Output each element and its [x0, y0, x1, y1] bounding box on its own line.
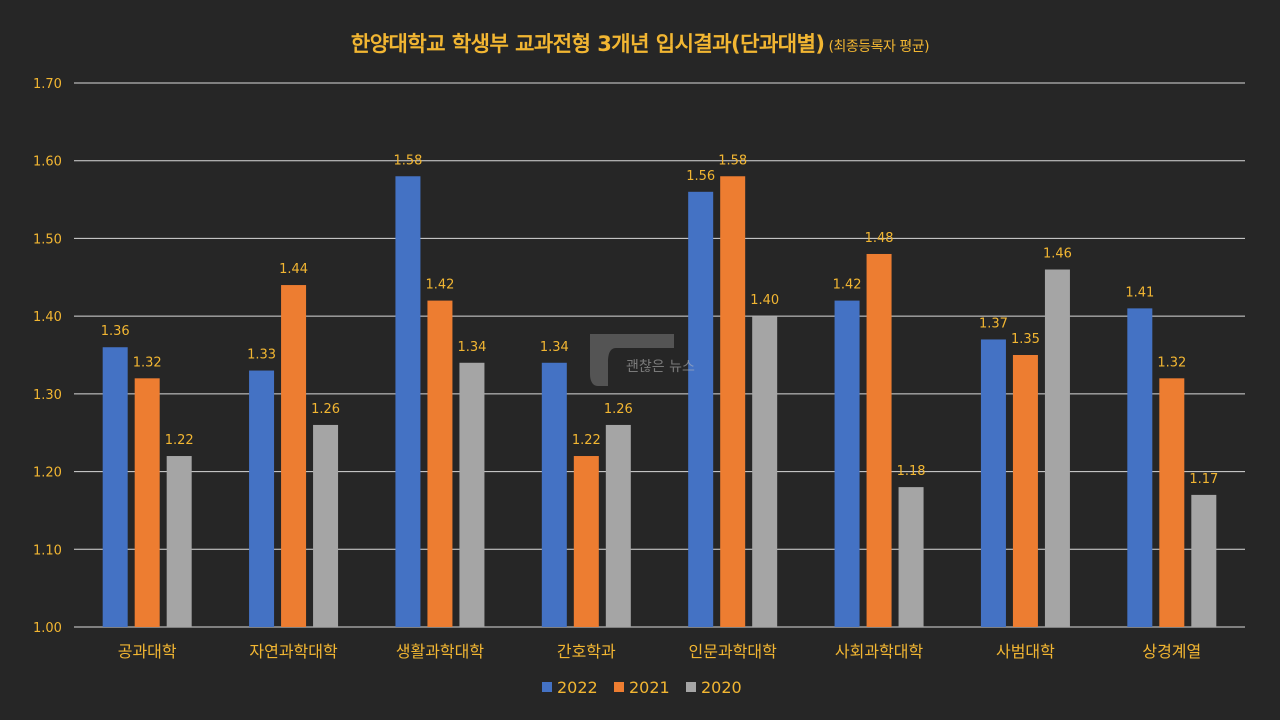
data-label: 1.35	[1011, 332, 1040, 347]
x-tick-label: 인문과학대학	[689, 642, 778, 661]
bar-2021	[281, 285, 307, 627]
bar-2022	[249, 370, 275, 627]
bar-2020	[459, 362, 485, 627]
bar-2021	[1159, 378, 1185, 627]
bar-2022	[102, 347, 128, 627]
y-axis-ticks: 1.00 1.10 1.20 1.30 1.40 1.50 1.60 1.70	[33, 77, 62, 636]
data-label: 1.33	[247, 348, 276, 363]
bar-2022	[395, 176, 421, 627]
legend-swatch-2022	[542, 682, 552, 692]
bar-2020	[1191, 494, 1217, 627]
data-label: 1.58	[718, 153, 747, 168]
x-axis-ticks: 공과대학 자연과학대학 생활과학대학 간호학과 인문과학대학 사회과학대학 사범대학 상경계열	[118, 642, 1202, 661]
bar-2020	[313, 424, 339, 627]
legend-label: 2020	[701, 678, 742, 697]
bars	[102, 176, 1217, 628]
watermark-logo-icon	[590, 334, 674, 386]
data-label: 1.26	[311, 402, 340, 417]
bar-2020	[898, 487, 924, 627]
x-tick-label: 생활과학대학	[396, 642, 485, 661]
data-label: 1.22	[165, 433, 194, 448]
data-label: 1.34	[457, 340, 486, 355]
data-label: 1.37	[979, 316, 1008, 331]
x-tick-label: 사회과학대학	[835, 642, 924, 661]
y-tick-label: 1.20	[33, 466, 62, 481]
data-label: 1.34	[540, 340, 569, 355]
bar-2020	[605, 424, 631, 627]
legend-label: 2022	[557, 678, 598, 697]
data-label: 1.22	[572, 433, 601, 448]
data-label: 1.18	[897, 464, 926, 479]
bar-2021	[427, 300, 453, 627]
bar-2020	[752, 316, 778, 627]
data-label: 1.42	[425, 278, 454, 293]
x-tick-label: 사범대학	[996, 642, 1055, 661]
y-tick-label: 1.00	[33, 621, 62, 636]
legend-swatch-2020	[686, 682, 696, 692]
bar-2021	[573, 456, 599, 627]
bar-2020	[166, 456, 192, 627]
data-label: 1.40	[750, 293, 779, 308]
bar-2022	[688, 191, 714, 628]
chart-title-text: 한양대학교 학생부 교과전형 3개년 입시결과(단과대별)	[350, 32, 825, 56]
x-tick-label: 상경계열	[1142, 642, 1201, 661]
bar-2021	[720, 176, 746, 627]
data-label: 1.26	[604, 402, 633, 417]
bar-2022	[1127, 308, 1153, 627]
y-tick-label: 1.50	[33, 232, 62, 247]
legend-swatch-2021	[614, 682, 624, 692]
bar-2021	[134, 378, 160, 627]
data-labels: 1.36 1.32 1.22 1.33 1.44 1.26 1.58 1.42 1.34 1.34…	[101, 153, 1219, 487]
watermark-text: 괜찮은 뉴스	[626, 359, 695, 375]
bar-2022	[834, 300, 860, 627]
chart-subtitle: (최종등록자 평균)	[828, 39, 930, 55]
x-tick-label: 공과대학	[118, 642, 177, 661]
y-tick-label: 1.70	[33, 77, 62, 92]
data-label: 1.46	[1043, 247, 1072, 262]
bar-2022	[541, 362, 567, 627]
chart-title: 한양대학교 학생부 교과전형 3개년 입시결과(단과대별) (최종등록자 평균)	[0, 28, 1280, 58]
y-tick-label: 1.10	[33, 543, 62, 558]
data-label: 1.58	[393, 153, 422, 168]
bar-2020	[1044, 269, 1070, 627]
bar-2022	[980, 339, 1006, 627]
data-label: 1.42	[833, 278, 862, 293]
data-label: 1.44	[279, 262, 308, 277]
data-label: 1.41	[1125, 285, 1154, 300]
x-tick-label: 자연과학대학	[249, 642, 338, 661]
y-tick-label: 1.60	[33, 155, 62, 170]
data-label: 1.56	[686, 169, 715, 184]
data-label: 1.17	[1189, 472, 1218, 487]
data-label: 1.32	[133, 355, 162, 370]
watermark: 괜찮은 뉴스	[586, 332, 726, 388]
bar-2021	[1012, 355, 1038, 627]
bar-2021	[866, 253, 892, 627]
data-label: 1.48	[865, 231, 894, 246]
legend: 2022 2021 2020	[542, 678, 742, 697]
legend-label: 2021	[629, 678, 670, 697]
x-tick-label: 간호학과	[557, 642, 616, 661]
data-label: 1.36	[101, 324, 130, 339]
y-tick-label: 1.40	[33, 310, 62, 325]
data-label: 1.32	[1157, 355, 1186, 370]
y-tick-label: 1.30	[33, 388, 62, 403]
